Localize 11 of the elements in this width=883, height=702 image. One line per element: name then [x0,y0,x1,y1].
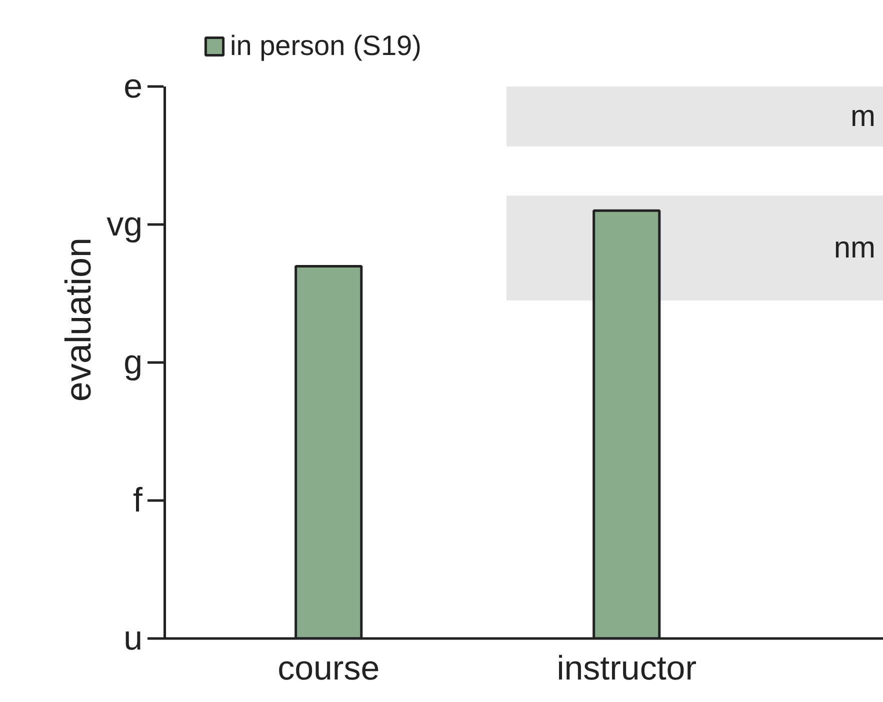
x-tick-label: course [278,650,380,688]
y-axis-title: evaluation [58,237,99,402]
legend-label: in person (S19) [230,30,422,62]
x-tick-label: instructor [556,650,697,688]
text: u [124,620,143,658]
band-label: nm [834,232,876,265]
text: f [133,482,144,520]
text: g [124,344,143,382]
band-label: m [850,100,876,133]
text: vg [106,206,143,244]
text: e [124,68,143,106]
